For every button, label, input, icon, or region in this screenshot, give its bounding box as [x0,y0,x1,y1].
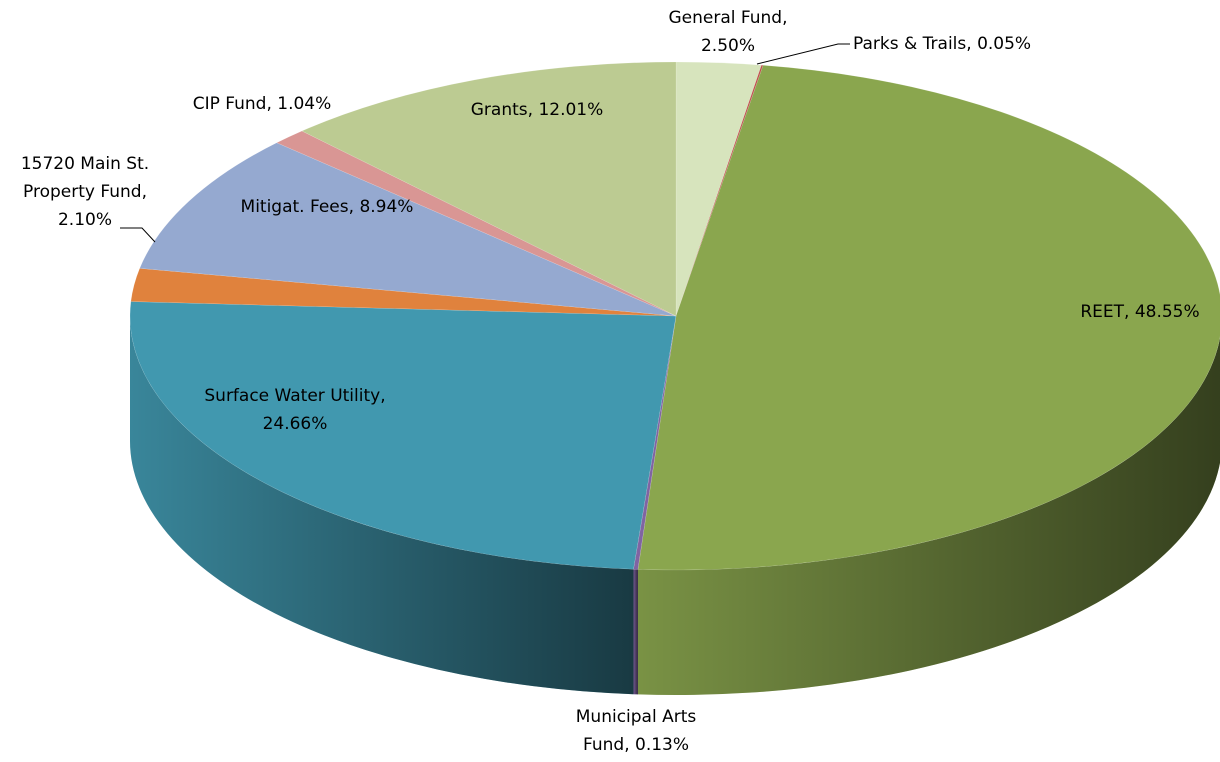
leader-line [756,43,850,65]
label-value: 0.13% [635,735,690,755]
slice [129,301,677,570]
data-label: Mitigat. Fees, 8.94% [240,197,414,217]
label-name: General Fund [668,8,783,28]
pie-sides [130,316,1220,695]
slice [139,142,677,317]
data-label: 15720 Main St. Property Fund, 2.10% [20,154,150,230]
label-value: 8.94% [359,197,414,217]
side-shade [633,569,638,695]
label-value: 1.04% [277,94,332,114]
label-name: Municipal Arts Fund [575,707,697,755]
label-name: 15720 Main St. Property Fund [20,154,150,202]
data-label: REET, 48.55% [1080,302,1200,322]
slice [675,61,762,317]
label-value: 48.55% [1134,302,1200,322]
side-shade [637,337,1220,695]
label-name: Parks & Trails [853,34,967,54]
data-label: Municipal Arts Fund, 0.13% [575,707,697,755]
side-shade [130,316,634,695]
label-value: 2.50% [700,36,755,56]
data-label: Parks & Trails, 0.05% [853,34,1032,54]
data-label: Grants, 12.01% [470,100,604,120]
slice [637,64,1220,571]
label-value: 12.01% [538,100,604,120]
slice [675,64,764,317]
slice [633,315,677,570]
label-name: Surface Water Utility [204,386,381,406]
leader-line [120,227,156,243]
slice [301,61,677,317]
label-name: Grants [470,100,528,120]
slice [276,130,677,317]
label-name: REET [1080,302,1125,322]
data-label: Surface Water Utility, 24.66% [204,386,386,434]
pie-tops [129,61,1220,571]
data-label: General Fund, 2.50% [668,8,788,56]
data-label: CIP Fund, 1.04% [192,94,332,114]
label-value: 24.66% [262,414,328,434]
label-value: 2.10% [57,210,112,230]
label-value: 0.05% [977,34,1032,54]
slice [130,268,677,317]
label-name: CIP Fund [192,94,267,114]
label-name: Mitigat. Fees [240,197,349,217]
